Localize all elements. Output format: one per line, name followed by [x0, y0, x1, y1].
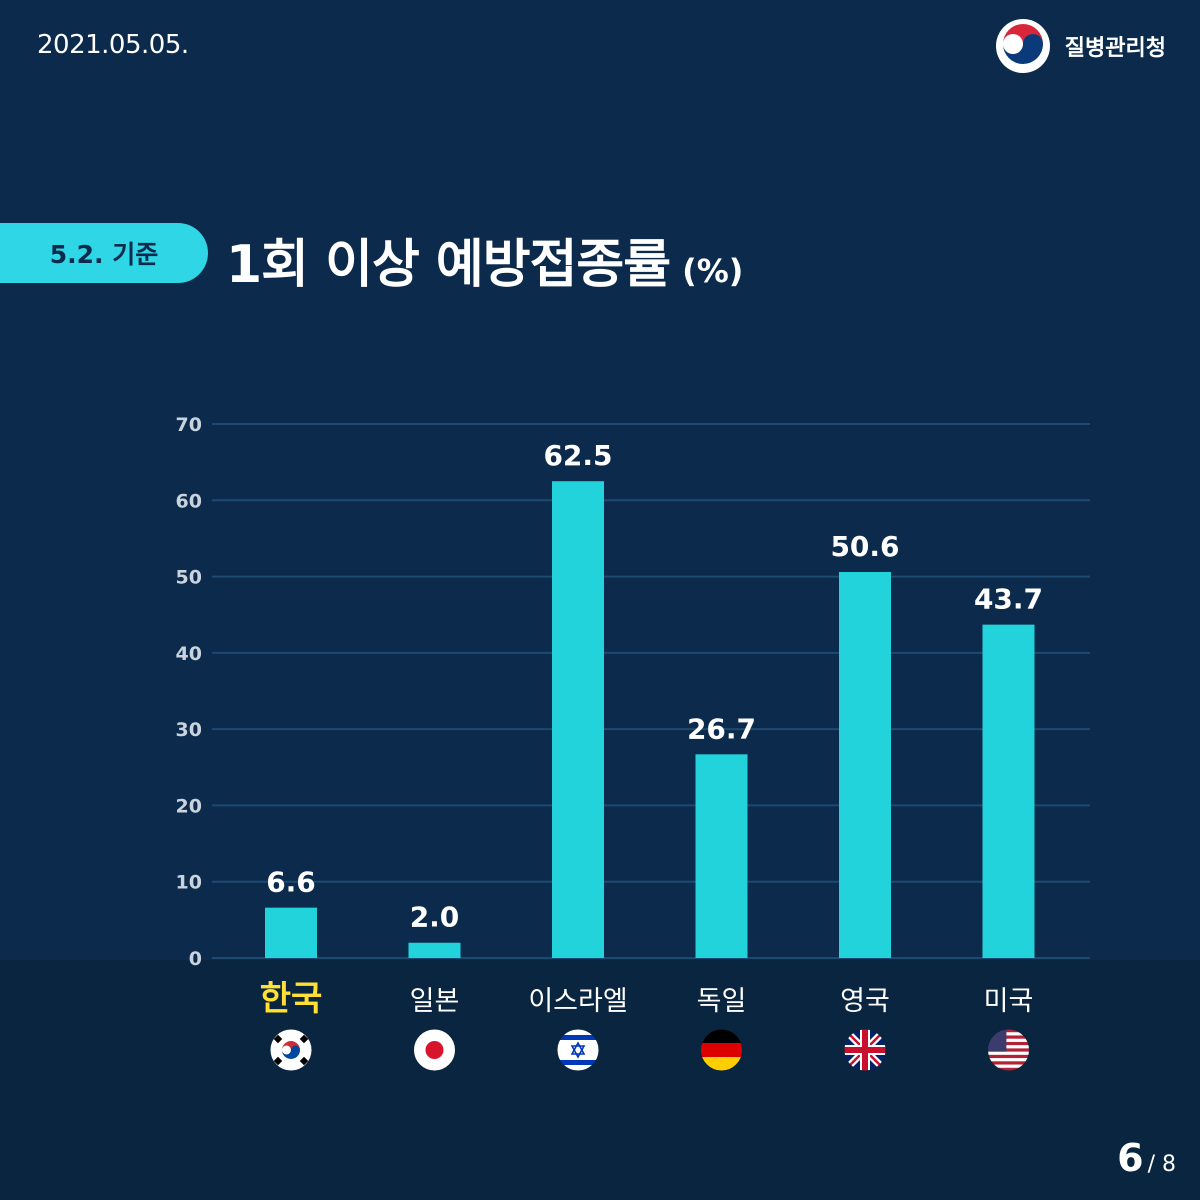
bar-value-label: 62.5	[543, 439, 612, 472]
category-label: 한국	[260, 979, 323, 1019]
agency-brand: 질병관리청	[995, 18, 1166, 74]
uk-flag-icon	[843, 1028, 887, 1072]
chart-title-group: 1회 이상 예방접종률 (%)	[226, 222, 743, 297]
category-label: 일본	[410, 986, 460, 1017]
bar	[982, 624, 1035, 958]
date-basis-badge: 5.2. 기준	[0, 223, 208, 283]
y-tick-label: 60	[176, 490, 202, 512]
bar	[552, 481, 604, 958]
y-tick-label: 70	[176, 414, 202, 436]
category-label: 영국	[840, 986, 890, 1017]
bar-value-label: 43.7	[974, 583, 1043, 616]
bar-value-label: 2.0	[410, 901, 460, 934]
bar-value-label: 50.6	[830, 530, 899, 563]
bar-value-label: 26.7	[687, 712, 756, 745]
y-tick-label: 10	[176, 872, 202, 894]
agency-name: 질병관리청	[1064, 36, 1166, 61]
y-tick-label: 30	[176, 719, 202, 741]
chart-title: 1회 이상 예방접종률	[226, 235, 671, 295]
bar	[839, 571, 891, 958]
y-tick-label: 40	[176, 643, 202, 665]
y-tick-label: 0	[189, 948, 202, 970]
bar	[695, 754, 748, 958]
bar	[408, 942, 461, 958]
germany-flag-icon	[700, 1028, 743, 1072]
bar-value-label: 6.6	[266, 866, 316, 899]
category-label: 독일	[697, 986, 747, 1017]
category-label: 미국	[984, 986, 1034, 1017]
israel-flag-icon	[556, 1028, 600, 1072]
chart-unit: (%)	[682, 252, 744, 290]
page-current: 6	[1117, 1136, 1144, 1180]
usa-flag-icon	[987, 1028, 1030, 1072]
kdca-logo-icon	[995, 19, 1050, 73]
y-tick-label: 50	[176, 567, 202, 589]
bar	[265, 907, 317, 958]
korea-flag-icon	[269, 1028, 313, 1072]
japan-flag-icon	[413, 1028, 456, 1072]
pagination: 6 / 8	[1117, 1136, 1176, 1180]
category-band	[0, 960, 1200, 1200]
date-label: 2021.05.05.	[37, 30, 189, 60]
y-tick-label: 20	[176, 795, 202, 817]
category-label: 이스라엘	[528, 986, 627, 1017]
page-total: / 8	[1147, 1152, 1176, 1177]
